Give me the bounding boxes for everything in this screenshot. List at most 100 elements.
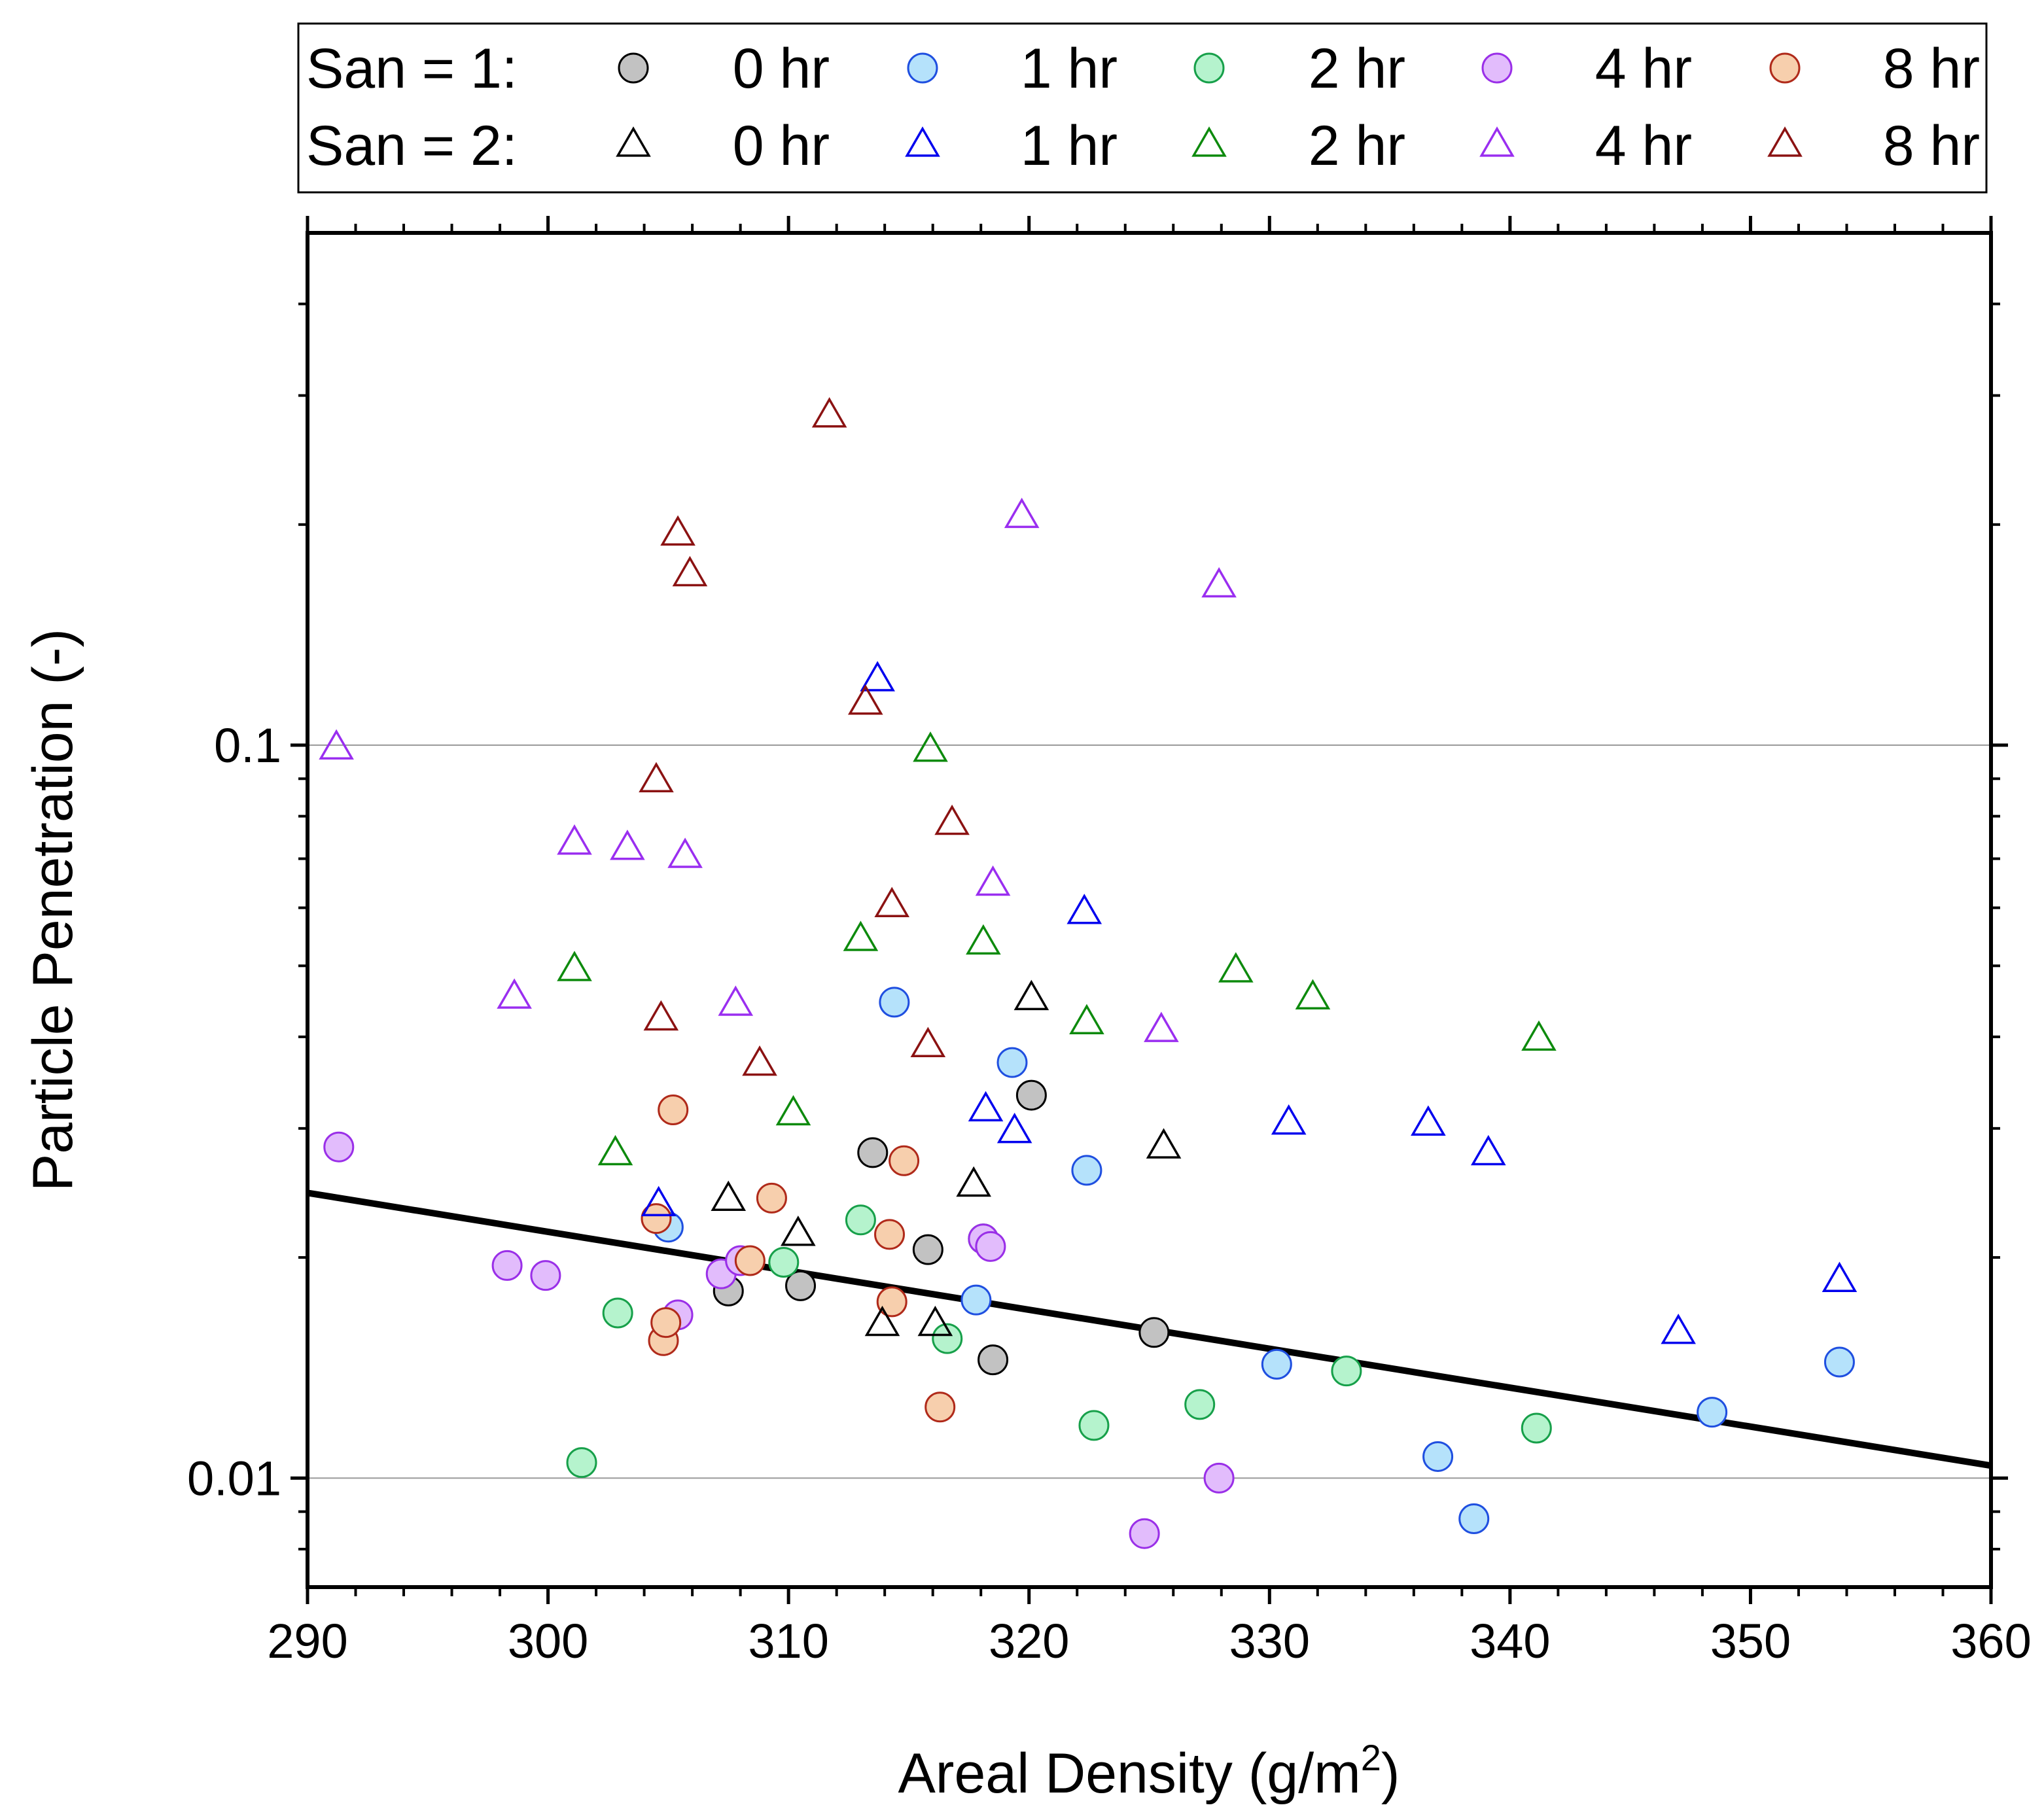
data-point-triangle <box>910 1026 946 1058</box>
data-point-circle <box>491 1250 523 1281</box>
data-point-triangle <box>864 1305 900 1337</box>
legend-row-label: San = 1: <box>306 37 518 100</box>
data-point-triangle <box>860 661 895 691</box>
data-point-triangle <box>639 761 674 793</box>
legend-marker-circle <box>1769 52 1801 84</box>
data-point-circle <box>658 1094 689 1125</box>
data-point-triangle <box>1069 1004 1104 1035</box>
data-point-triangle <box>847 684 883 715</box>
data-point-circle <box>734 1245 766 1276</box>
data-point-circle <box>1071 1155 1102 1186</box>
legend-entry-label: 2 hr <box>1309 37 1405 100</box>
data-points <box>319 397 1858 1549</box>
data-point-triangle <box>1004 497 1040 529</box>
legend-entry-label: 8 hr <box>1883 37 1980 100</box>
data-point-triangle <box>660 515 696 546</box>
legend-marker-triangle <box>1479 126 1515 157</box>
data-point-triangle <box>641 1185 677 1217</box>
data-point-triangle <box>811 397 847 428</box>
data-point-triangle <box>874 886 909 917</box>
data-point-circle <box>879 987 910 1018</box>
data-point-circle <box>1331 1356 1362 1387</box>
data-point-circle <box>932 1323 963 1354</box>
data-point-triangle <box>1218 952 1254 983</box>
x-tick-label: 310 <box>748 1614 828 1668</box>
data-point-circle <box>874 1219 906 1250</box>
data-point-triangle <box>843 920 879 951</box>
legend: San = 1: 0 hr 1 hr 2 hr 4 hr 8 hr San = 2: 0 hr… <box>306 37 1980 177</box>
data-point-circle <box>785 1270 817 1301</box>
data-point-circle <box>1184 1389 1216 1420</box>
data-point-triangle <box>742 1045 777 1076</box>
data-point-circle <box>566 1447 597 1479</box>
data-point-circle <box>1697 1397 1728 1428</box>
y-axis-title: Particle Penetration (-) <box>22 629 84 1191</box>
data-point-circle <box>925 1391 956 1423</box>
y-tick-label: 0.1 <box>214 718 281 773</box>
legend-entry-label: 0 hr <box>733 37 830 100</box>
data-point-circle <box>1015 1079 1047 1111</box>
x-tick-label: 320 <box>989 1614 1069 1668</box>
data-point-triangle <box>968 1091 1004 1122</box>
data-point-triangle <box>781 1216 816 1246</box>
data-point-triangle <box>1470 1134 1506 1166</box>
data-point-circle <box>768 1246 800 1278</box>
data-point-circle <box>1261 1348 1292 1380</box>
data-point-triangle <box>1822 1261 1858 1293</box>
data-point-circle <box>1824 1346 1855 1378</box>
x-tick-label: 330 <box>1229 1614 1310 1668</box>
data-point-triangle <box>557 824 592 855</box>
legend-entry-label: 1 hr <box>1021 37 1118 100</box>
x-tick-label: 340 <box>1470 1614 1550 1668</box>
data-point-circle <box>756 1182 787 1214</box>
data-point-circle <box>1078 1410 1110 1441</box>
legend-marker-triangle <box>1191 126 1227 157</box>
legend-marker-triangle <box>905 126 940 157</box>
x-tick-label: 350 <box>1710 1614 1791 1668</box>
gridlines <box>308 744 1991 1479</box>
legend-marker-circle <box>618 52 649 84</box>
x-tick-label: 360 <box>1950 1614 2031 1668</box>
data-point-circle <box>1203 1462 1235 1494</box>
x-axis-title: Areal Density (g/m2) <box>898 1737 1400 1805</box>
data-point-triangle <box>1271 1104 1307 1135</box>
data-point-circle <box>978 1344 1009 1376</box>
data-point-circle <box>1129 1518 1160 1549</box>
data-point-circle <box>602 1297 633 1329</box>
data-point-triangle <box>956 1166 991 1197</box>
data-point-triangle <box>1661 1314 1696 1344</box>
data-point-triangle <box>711 1180 747 1212</box>
legend-box <box>297 22 1988 194</box>
data-point-triangle <box>917 1305 953 1337</box>
data-point-triangle <box>975 865 1011 896</box>
legend-entry-label: 0 hr <box>733 114 830 177</box>
data-point-triangle <box>1066 894 1102 924</box>
data-point-circle <box>996 1047 1028 1078</box>
data-point-triangle <box>672 555 708 587</box>
data-point-circle <box>323 1131 355 1163</box>
legend-marker-triangle <box>1767 126 1803 157</box>
legend-row-label: San = 2: <box>306 114 518 177</box>
data-point-circle <box>641 1203 672 1234</box>
data-point-triangle <box>775 1094 811 1126</box>
data-point-triangle <box>643 1000 679 1031</box>
data-point-circle <box>876 1286 907 1318</box>
data-point-circle <box>1458 1503 1490 1535</box>
data-point-circle <box>889 1145 920 1176</box>
data-point-triangle <box>1201 567 1237 598</box>
data-point-circle <box>960 1284 992 1316</box>
data-point-circle <box>530 1260 561 1291</box>
legend-entry-label: 1 hr <box>1021 114 1118 177</box>
data-point-circle <box>845 1204 876 1236</box>
data-point-circle <box>857 1137 889 1168</box>
legend-entry-label: 4 hr <box>1595 37 1692 100</box>
data-point-circle <box>1422 1441 1454 1472</box>
legend-marker-triangle <box>616 126 651 157</box>
data-point-circle <box>912 1234 943 1265</box>
legend-entry-label: 8 hr <box>1883 114 1980 177</box>
y-tick-label: 0.01 <box>187 1451 281 1505</box>
legend-marker-circle <box>1193 52 1225 84</box>
x-tick-label: 300 <box>508 1614 588 1668</box>
data-point-circle <box>650 1307 682 1339</box>
data-point-triangle <box>1411 1105 1446 1136</box>
